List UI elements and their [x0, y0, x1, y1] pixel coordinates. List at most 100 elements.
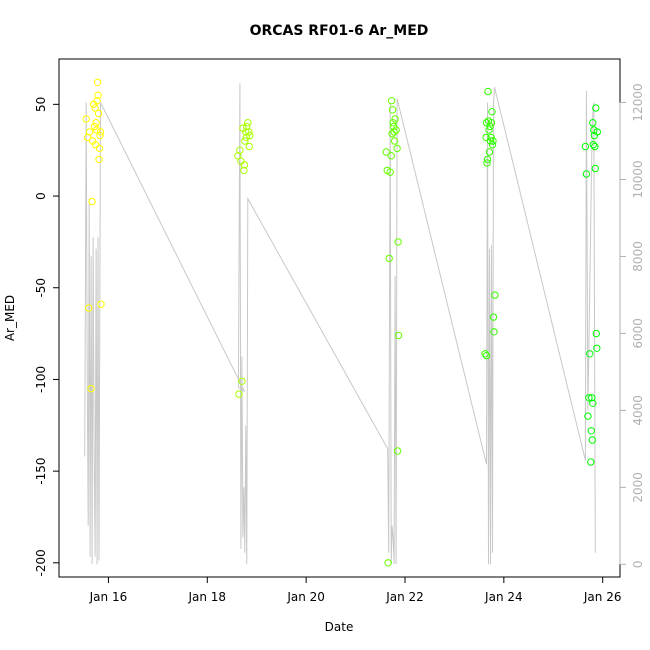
data-point: [245, 128, 253, 136]
y-axis: -200 -150 -100 -50 0 50: [34, 97, 60, 576]
data-point: [92, 126, 101, 134]
y2-tick-label: 10000: [631, 160, 645, 198]
line-layer: [84, 83, 596, 565]
y2-axis: 0 2000 4000 6000 8000 10000 12000: [619, 83, 645, 568]
x-tick-label: Jan 22: [385, 590, 424, 604]
data-point: [95, 155, 103, 164]
data-point: [391, 115, 399, 123]
data-point: [593, 128, 601, 136]
y-tick-label: -50: [34, 278, 48, 298]
y2-tick-label: 0: [631, 560, 645, 568]
data-point: [91, 104, 99, 112]
point-layer: [82, 78, 601, 567]
data-point: [486, 137, 495, 145]
data-point: [491, 291, 499, 299]
data-point: [388, 106, 397, 114]
data-point: [592, 329, 600, 338]
data-point: [392, 126, 400, 134]
data-point: [238, 377, 246, 385]
plot-frame: [58, 58, 621, 578]
data-point: [393, 144, 401, 153]
x-tick-label: Jan 24: [484, 590, 523, 604]
y2-tick-label: 4000: [631, 395, 645, 426]
data-point: [96, 131, 104, 140]
data-point: [489, 137, 497, 145]
data-point: [387, 152, 395, 160]
data-point: [89, 100, 98, 109]
data-point: [384, 559, 392, 567]
data-point: [94, 109, 103, 118]
data-point: [482, 351, 491, 360]
chart-title: ORCAS RF01-6 Ar_MED: [250, 23, 429, 39]
data-point: [488, 108, 496, 116]
data-point: [486, 122, 494, 131]
data-point: [92, 119, 100, 127]
data-point: [389, 119, 397, 127]
data-point: [235, 390, 243, 398]
data-point: [244, 119, 252, 127]
data-point: [588, 436, 596, 444]
data-point: [483, 159, 491, 167]
data-point: [85, 304, 93, 312]
data-point: [85, 128, 94, 136]
data-point: [96, 128, 105, 136]
data-point: [485, 148, 494, 156]
data-point: [581, 142, 590, 151]
data-point: [94, 91, 102, 99]
data-point: [588, 394, 596, 402]
data-point: [394, 331, 403, 340]
data-point: [484, 87, 492, 96]
y-tick-label: 50: [34, 97, 48, 112]
data-point: [487, 133, 495, 142]
data-point: [586, 350, 594, 358]
data-point: [246, 131, 254, 140]
x-tick-label: Jan 18: [187, 590, 226, 604]
data-point: [483, 155, 492, 164]
data-point: [582, 170, 591, 178]
data-point: [237, 157, 245, 165]
data-point: [386, 168, 394, 176]
data-point: [382, 148, 390, 156]
data-point: [390, 137, 399, 145]
y2-tick-label: 2000: [631, 472, 645, 503]
data-point: [245, 142, 254, 151]
data-point: [88, 197, 96, 206]
data-point: [387, 97, 396, 105]
data-point: [585, 394, 593, 402]
data-point: [593, 344, 601, 352]
y-tick-label: 0: [34, 192, 48, 200]
y-tick-label: -200: [34, 549, 48, 576]
data-point: [82, 115, 90, 123]
data-point: [385, 254, 393, 263]
y2-tick-label: 8000: [631, 241, 645, 272]
data-point: [589, 399, 597, 407]
data-point: [490, 328, 498, 336]
y-tick-label: -100: [34, 366, 48, 393]
data-point: [95, 144, 104, 153]
data-point: [236, 146, 244, 154]
data-point: [584, 412, 592, 420]
data-point: [590, 126, 598, 134]
data-point: [589, 119, 597, 127]
data-point: [481, 350, 489, 358]
data-point: [390, 128, 398, 136]
x-axis: Jan 16 Jan 18 Jan 20 Jan 22 Jan 24 Jan 26: [89, 576, 621, 604]
data-point: [482, 133, 490, 142]
data-point: [489, 313, 498, 321]
data-point: [592, 104, 600, 112]
data-point: [589, 141, 597, 149]
data-point: [240, 166, 248, 175]
data-point: [90, 122, 99, 131]
data-point: [241, 137, 249, 145]
data-point: [488, 141, 497, 149]
x-tick-label: Jan 20: [286, 590, 325, 604]
y2-tick-label: 6000: [631, 318, 645, 349]
data-point: [487, 119, 496, 127]
series-line: [84, 83, 596, 565]
data-point: [87, 384, 95, 393]
data-point: [587, 427, 595, 435]
data-point: [485, 126, 493, 134]
data-point: [393, 447, 402, 455]
data-point: [93, 78, 102, 87]
